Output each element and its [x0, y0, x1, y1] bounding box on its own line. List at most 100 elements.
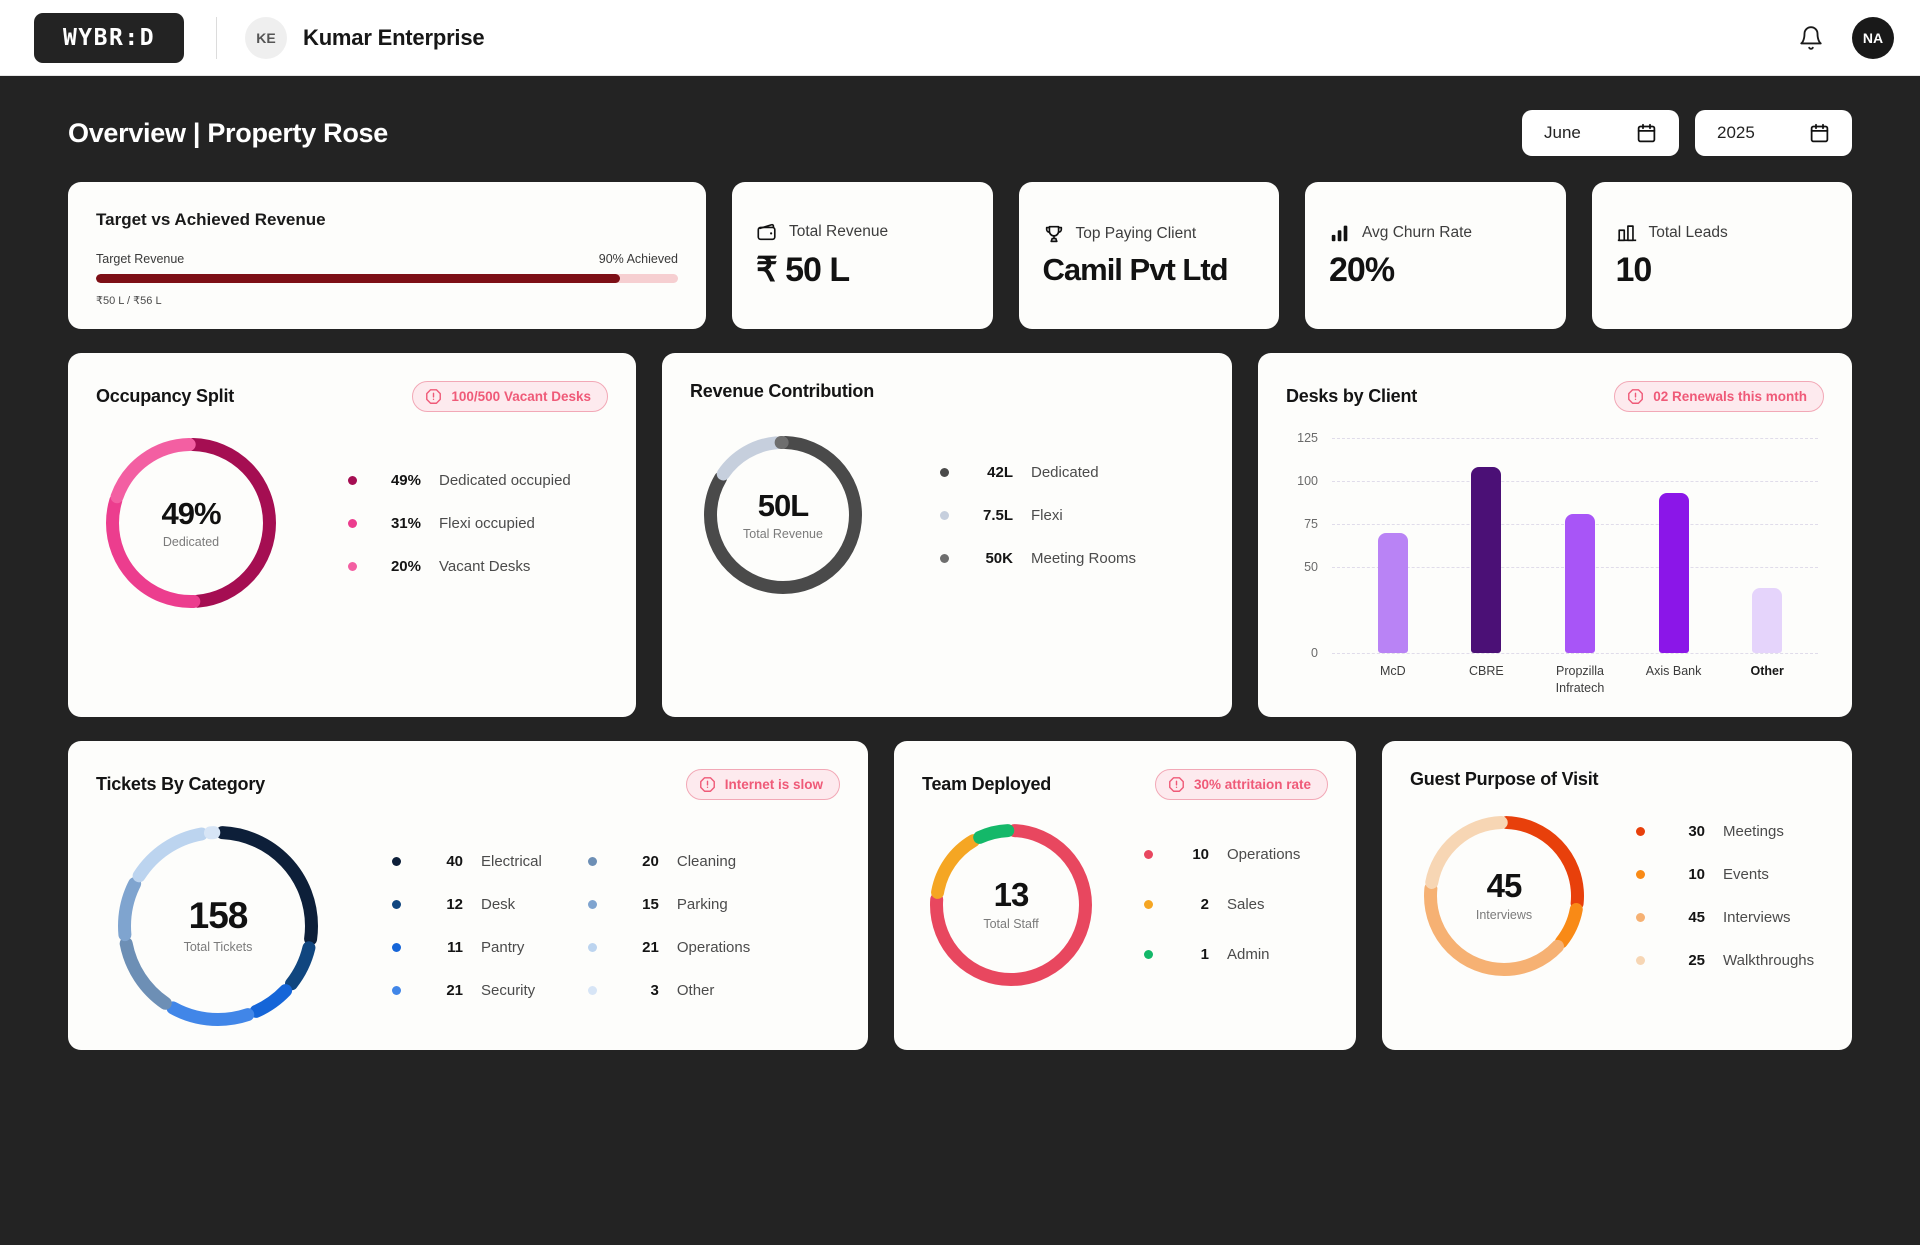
status-badge[interactable]: 100/500 Vacant Desks	[412, 381, 608, 412]
status-badge[interactable]: 02 Renewals this month	[1614, 381, 1824, 412]
legend-item: 10 Events	[1636, 866, 1814, 883]
bar-column	[1627, 438, 1721, 653]
organization-block[interactable]: KE Kumar Enterprise	[245, 16, 485, 59]
card-header: Team Deployed 30% attritaion rate	[922, 768, 1328, 800]
alert-octagon-icon	[1627, 388, 1644, 405]
donut-center-sub: Interviews	[1475, 908, 1533, 923]
legend-label: Dedicated occupied	[439, 471, 571, 489]
legend-label: Sales	[1227, 896, 1265, 914]
bar-column	[1720, 438, 1814, 653]
year-picker[interactable]: 2025	[1695, 110, 1852, 156]
bar[interactable]	[1377, 532, 1408, 653]
tickets-legend-column-right: 20 Cleaning 15 Parking 21 Operations 3 Other	[587, 852, 751, 999]
alert-octagon-icon	[699, 776, 716, 793]
legend-label: Desk	[481, 895, 516, 913]
bar-column	[1440, 438, 1534, 653]
legend-item: 49% Dedicated occupied	[348, 472, 571, 489]
legend-value: 3	[650, 981, 659, 999]
legend-value: 12	[446, 895, 463, 913]
x-axis-tick: CBRE	[1469, 664, 1504, 678]
legend-color-dot	[1636, 955, 1645, 965]
kpi-value: 20%	[1329, 250, 1395, 289]
team-chart-area: 13 Total Staff 10 Operations 2 Sales 1 Admin	[922, 823, 1328, 986]
status-badge-text: 02 Renewals this month	[1653, 389, 1807, 404]
y-axis-tick: 100	[1297, 474, 1318, 488]
desks-bar-chart: 0 50 75 100 125	[1286, 431, 1824, 660]
bar[interactable]	[1471, 467, 1502, 653]
desks-by-client-card: Desks by Client 02 Renewals this month 0…	[1258, 353, 1852, 717]
legend-label: Electrical	[481, 852, 542, 870]
page-header: Overview | Property Rose June 2025	[68, 110, 1852, 156]
guest-donut-chart: 45 Interviews	[1424, 815, 1584, 976]
legend-item: 31% Flexi occupied	[348, 515, 571, 532]
month-picker[interactable]: June	[1522, 110, 1679, 156]
kpi-value: Camil Pvt Ltd	[1042, 252, 1229, 287]
user-avatar[interactable]: NA	[1852, 16, 1894, 59]
legend-color-dot	[940, 510, 949, 520]
target-card-title: Target vs Achieved Revenue	[96, 210, 326, 229]
target-left-label: Target Revenue	[96, 252, 185, 266]
legend-item: 25 Walkthroughs	[1636, 952, 1814, 969]
target-bar-labels: Target Revenue 90% Achieved	[96, 252, 678, 266]
legend-item: 12 Desk	[392, 896, 542, 913]
bar-chart-icon	[1329, 222, 1351, 244]
legend-color-dot	[392, 985, 401, 995]
tickets-donut-chart: 158 Total Tickets	[118, 825, 318, 1026]
x-axis-tick: Propzilla Infratech	[1555, 664, 1605, 695]
legend-label: Operations	[676, 938, 751, 956]
legend-value: 1	[1200, 946, 1209, 964]
revenue-legend: 42L Dedicated 7.5L Flexi 50K Meeting Rooms	[940, 464, 1136, 567]
bar-series	[1346, 438, 1814, 653]
legend-label: Events	[1723, 865, 1769, 883]
bar[interactable]	[1564, 513, 1595, 653]
legend-item: 11 Pantry	[392, 939, 542, 956]
revenue-donut-chart: 50L Total Revenue	[704, 436, 862, 594]
card-title: Occupancy Split	[96, 386, 235, 406]
legend-label: Security	[481, 981, 536, 999]
dashboard-body: Overview | Property Rose June 2025	[0, 76, 1920, 1245]
month-picker-value: June	[1544, 123, 1581, 142]
notification-bell-icon[interactable]	[1798, 25, 1824, 51]
kpi-card-avg-churn-rate: Avg Churn Rate 20%	[1305, 182, 1566, 329]
legend-color-dot	[348, 475, 357, 485]
status-badge-text: 100/500 Vacant Desks	[451, 389, 591, 404]
status-badge[interactable]: 30% attritaion rate	[1154, 768, 1328, 800]
kpi-value: ₹ 50 L	[756, 251, 850, 289]
legend-item: 30 Meetings	[1636, 823, 1814, 840]
occupancy-donut-chart: 49% Dedicated	[106, 438, 276, 608]
legend-color-dot	[587, 856, 597, 866]
x-axis-tick: Other	[1750, 664, 1784, 678]
card-header: Guest Purpose of Visit	[1410, 769, 1824, 790]
middle-row: Occupancy Split 100/500 Vacant Desks	[68, 353, 1852, 717]
legend-color-dot	[587, 942, 597, 952]
bar[interactable]	[1658, 493, 1689, 653]
bar[interactable]	[1752, 587, 1783, 653]
target-progress-track	[96, 274, 678, 283]
donut-center-sub: Total Revenue	[743, 526, 823, 541]
legend-value: 21	[642, 938, 659, 956]
status-badge-text: Internet is slow	[724, 776, 823, 792]
top-bar: WYBR:D KE Kumar Enterprise NA	[0, 0, 1920, 76]
top-bar-actions: NA	[1798, 16, 1894, 59]
y-axis-tick: 75	[1304, 517, 1318, 531]
wybrid-logo[interactable]: WYBR:D	[34, 12, 184, 63]
legend-value: 7.5L	[982, 506, 1013, 524]
status-badge[interactable]: Internet is slow	[685, 768, 840, 800]
legend-label: Cleaning	[676, 852, 737, 870]
tickets-legend-column-left: 40 Electrical 12 Desk 11 Pantry 21 Security	[392, 853, 542, 999]
legend-item: 10 Operations	[1144, 846, 1300, 863]
legend-color-dot	[392, 899, 401, 909]
legend-color-dot	[392, 856, 401, 866]
legend-item: 40 Electrical	[392, 853, 542, 870]
legend-item: 45 Interviews	[1636, 909, 1814, 926]
desks-x-axis-labels: McD CBRE Propzilla Infratech Axis Bank Other	[1346, 663, 1824, 697]
donut-center-sub: Total Staff	[983, 917, 1039, 932]
legend-item: 15 Parking	[587, 896, 750, 913]
y-axis-tick: 50	[1304, 560, 1318, 574]
legend-value: 25	[1688, 951, 1705, 969]
grid-line	[1332, 481, 1818, 482]
legend-value: 45	[1688, 908, 1705, 926]
legend-label: Flexi	[1031, 506, 1063, 524]
bar-column	[1346, 438, 1440, 653]
y-axis-tick: 125	[1297, 431, 1318, 445]
